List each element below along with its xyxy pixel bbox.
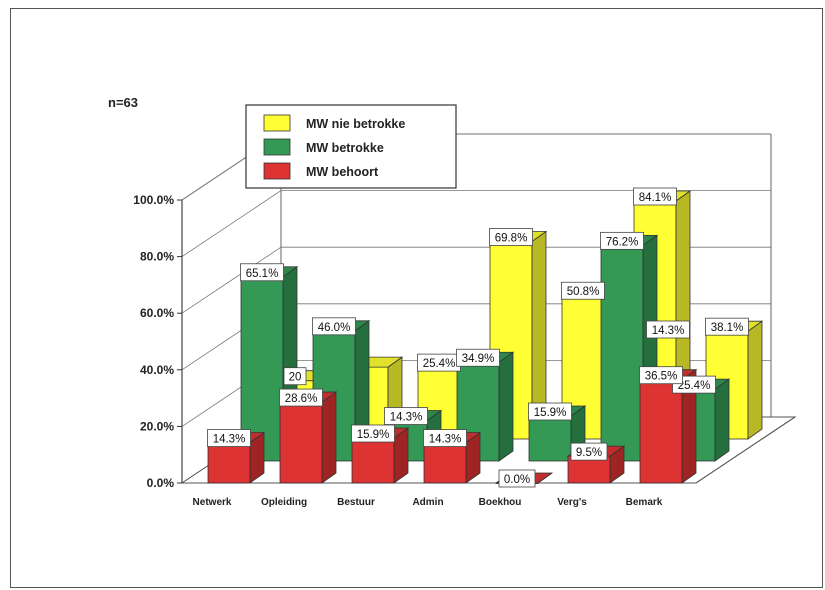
data-label-box bbox=[561, 281, 605, 300]
legend-swatch-1 bbox=[263, 114, 291, 132]
data-label: 38.1% bbox=[711, 322, 744, 334]
data-label-box bbox=[283, 367, 307, 386]
data-label-box bbox=[456, 348, 500, 367]
data-label: 34.9% bbox=[462, 353, 495, 365]
bar-front bbox=[567, 455, 611, 484]
legend-label-2: MW betrokke bbox=[306, 141, 384, 155]
data-label-box bbox=[528, 402, 572, 421]
bar-front bbox=[528, 415, 572, 462]
data-label: 14.3% bbox=[429, 434, 462, 446]
data-label: 65.1% bbox=[246, 268, 279, 280]
data-label: 46.0% bbox=[318, 322, 351, 334]
x-tick-label: Boekhou bbox=[479, 497, 522, 508]
bar-side bbox=[747, 320, 763, 440]
x-tick-label: Bestuur bbox=[337, 497, 375, 508]
data-label-box bbox=[279, 388, 323, 407]
x-tick-label: Opleiding bbox=[261, 497, 307, 508]
bar-side bbox=[321, 391, 337, 484]
gridline-side bbox=[181, 246, 282, 314]
bar-front bbox=[639, 379, 683, 484]
sample-size-label: n=63 bbox=[108, 95, 138, 110]
data-label-extra: 14.3% bbox=[652, 325, 685, 337]
x-tick-label: Bemark bbox=[626, 497, 663, 508]
x-tick-label: Netwerk bbox=[193, 497, 232, 508]
y-tick-label: 80.0% bbox=[140, 250, 174, 264]
data-label-box bbox=[312, 317, 356, 336]
data-label-box bbox=[705, 317, 749, 336]
data-label-box bbox=[351, 424, 395, 443]
data-label-box bbox=[384, 407, 428, 425]
axes: 0.0% 20.0% 40.0% 60.0% 80.0% 100.0% Netwerk Opl… bbox=[133, 193, 662, 508]
data-label-box bbox=[489, 228, 533, 246]
bar-front bbox=[279, 401, 323, 484]
data-label: 9.5% bbox=[576, 447, 602, 459]
data-label-box bbox=[672, 375, 716, 394]
x-tick-label: Admin bbox=[412, 497, 443, 508]
data-label: 14.3% bbox=[390, 412, 423, 424]
data-label-box bbox=[639, 366, 683, 385]
data-label: 50.8% bbox=[567, 286, 600, 298]
legend-swatch-2 bbox=[263, 138, 291, 156]
x-tick-label: Verg's bbox=[557, 497, 587, 508]
legend: MW nie betrokke MW betrokke MW behoort bbox=[245, 104, 457, 189]
bar-side bbox=[498, 351, 514, 462]
data-label: 76.2% bbox=[606, 236, 639, 248]
data-label: 0.0% bbox=[504, 474, 530, 486]
bar-front bbox=[351, 437, 395, 484]
data-label-box bbox=[240, 263, 284, 282]
y-tick-label: 100.0% bbox=[133, 193, 174, 207]
floor-edge bbox=[695, 416, 796, 484]
legend-label-3: MW behoort bbox=[306, 165, 379, 179]
bar-side bbox=[714, 378, 730, 462]
legend-label-1: MW nie betrokke bbox=[306, 117, 405, 131]
data-label-box bbox=[633, 187, 677, 206]
y-tick-label: 40.0% bbox=[140, 363, 174, 377]
data-label: 36.5% bbox=[645, 371, 678, 383]
data-label-box bbox=[423, 429, 467, 447]
data-label: 14.3% bbox=[213, 434, 246, 446]
data-label: 28.6% bbox=[285, 393, 318, 405]
bar-front bbox=[423, 442, 467, 484]
legend-swatch-3 bbox=[263, 162, 291, 180]
data-label: 15.9% bbox=[534, 407, 567, 419]
gridline-side bbox=[181, 190, 282, 257]
data-label-box bbox=[570, 442, 608, 461]
bar-front bbox=[207, 442, 251, 484]
data-label-box bbox=[600, 231, 644, 250]
data-label-box bbox=[207, 429, 251, 447]
data-label: 25.4% bbox=[423, 358, 456, 370]
data-label-box bbox=[498, 469, 536, 488]
bar-front bbox=[600, 244, 644, 462]
bars: 20 25.4% 69.8% 50.8% 84.1% 38.1% 65.1% 46.0% 14.… bbox=[206, 187, 764, 488]
data-label: 20 bbox=[289, 372, 302, 384]
data-label-extra-box bbox=[646, 320, 690, 339]
y-tick-label: 0.0% bbox=[147, 476, 175, 490]
data-label: 84.1% bbox=[639, 192, 672, 204]
data-label: 69.8% bbox=[495, 232, 528, 244]
data-label: 25.4% bbox=[678, 380, 711, 392]
y-tick-label: 60.0% bbox=[140, 306, 174, 320]
y-tick-label: 20.0% bbox=[140, 419, 174, 433]
data-label: 15.9% bbox=[357, 429, 390, 441]
